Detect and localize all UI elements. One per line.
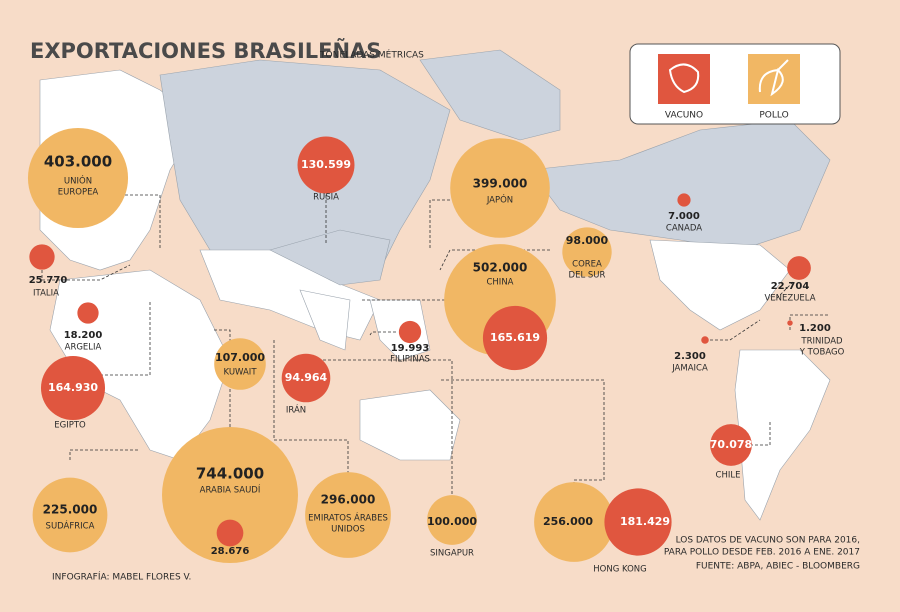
note: LOS DATOS DE VACUNO SON PARA 2016, bbox=[676, 536, 860, 546]
value-label: 18.200 bbox=[64, 330, 103, 341]
chicken-bubble bbox=[214, 338, 266, 390]
legend-swatch bbox=[748, 54, 800, 104]
beef-bubble bbox=[482, 305, 548, 371]
value-label: 256.000 bbox=[543, 515, 593, 528]
legend-swatch bbox=[658, 54, 710, 104]
chicken-bubble bbox=[534, 482, 614, 562]
beef-bubble bbox=[701, 336, 709, 344]
value-label: 22.704 bbox=[771, 281, 810, 292]
beef-bubble bbox=[29, 244, 55, 270]
country-name: UNIÓN bbox=[64, 175, 92, 187]
value-label: 296.000 bbox=[321, 493, 376, 507]
country-name: RUSIA bbox=[313, 193, 339, 203]
beef-bubble bbox=[604, 488, 672, 556]
chicken-bubble bbox=[27, 127, 129, 229]
value-label: 744.000 bbox=[196, 465, 264, 483]
country-name: HONG KONG bbox=[593, 565, 646, 575]
country-name: SUDÁFRICA bbox=[46, 520, 95, 532]
value-label: 2.300 bbox=[674, 351, 706, 362]
country-name: COREA bbox=[572, 260, 602, 270]
value-label: 403.000 bbox=[44, 153, 112, 171]
chicken-bubble bbox=[305, 472, 391, 558]
chicken-bubble bbox=[32, 477, 108, 553]
country-name: CHINA bbox=[486, 278, 513, 288]
value-label: 181.429 bbox=[620, 515, 670, 528]
legend: VACUNO POLLO bbox=[629, 43, 841, 125]
country-name: CHILE bbox=[716, 471, 741, 481]
country-name: SINGAPUR bbox=[430, 549, 474, 559]
chicken-bubble bbox=[162, 427, 298, 563]
value-label: 130.599 bbox=[301, 158, 351, 171]
beef-icon bbox=[668, 63, 700, 94]
beef-bubble bbox=[297, 136, 355, 194]
world-map bbox=[39, 49, 831, 521]
country-name: JAPÓN bbox=[486, 194, 513, 206]
beef-bubble bbox=[677, 193, 691, 207]
value-label: 107.000 bbox=[215, 351, 265, 364]
subtitle: TONELADAS MÉTRICAS bbox=[319, 49, 424, 61]
value-label: 100.000 bbox=[427, 515, 477, 528]
title: EXPORTACIONES BRASILEÑAS bbox=[30, 38, 381, 63]
country-name: DEL SUR bbox=[569, 271, 606, 281]
legend-label: VACUNO bbox=[665, 111, 703, 121]
value-label: 25.770 bbox=[29, 275, 68, 286]
value-label: 19.993 bbox=[391, 343, 430, 354]
country-name: UNIDOS bbox=[331, 525, 365, 535]
source: FUENTE: ABPA, ABIEC - BLOOMBERG bbox=[696, 562, 860, 572]
value-label: 94.964 bbox=[285, 371, 328, 384]
value-label: 7.000 bbox=[668, 211, 700, 222]
beef-bubble bbox=[281, 353, 331, 403]
chicken-icon bbox=[758, 59, 789, 97]
country-name: ARABIA SAUDÍ bbox=[200, 484, 261, 496]
country-name: EUROPEA bbox=[58, 188, 99, 198]
beef-bubble bbox=[787, 256, 811, 280]
country-name: FILIPINAS bbox=[390, 355, 430, 365]
country-name: IRÁN bbox=[286, 404, 306, 416]
beef-bubble bbox=[398, 320, 422, 344]
chicken-bubble bbox=[427, 495, 477, 545]
country-name: JAMAICA bbox=[671, 364, 708, 374]
country-name: KUWAIT bbox=[223, 368, 257, 378]
country-name: EGIPTO bbox=[54, 421, 86, 431]
credit: INFOGRAFÍA: MABEL FLORES V. bbox=[52, 571, 191, 583]
legend-label: POLLO bbox=[759, 111, 788, 121]
country-name: ITALIA bbox=[33, 289, 59, 299]
value-label: 225.000 bbox=[43, 503, 98, 517]
value-label: 502.000 bbox=[473, 261, 528, 275]
value-label: 164.930 bbox=[48, 381, 98, 394]
beef-bubble bbox=[77, 302, 99, 324]
country-name: EMIRATOS ÁRABES bbox=[308, 512, 388, 524]
country-name: TRINIDAD bbox=[800, 337, 843, 347]
beef-bubble bbox=[40, 355, 106, 421]
beef-bubble bbox=[216, 519, 244, 547]
chicken-bubble bbox=[450, 138, 550, 238]
country-name: ARGELIA bbox=[65, 343, 102, 353]
country-name: CANADA bbox=[666, 224, 702, 234]
value-label: 98.000 bbox=[566, 234, 609, 247]
value-label: 70.078 bbox=[710, 438, 752, 451]
value-label: 28.676 bbox=[211, 546, 250, 557]
country-name: VENEZUELA bbox=[764, 294, 815, 304]
country-name: Y TOBAGO bbox=[799, 348, 845, 358]
value-label: 399.000 bbox=[473, 177, 528, 191]
chicken-bubble bbox=[562, 227, 612, 277]
value-label: 1.200 bbox=[799, 323, 831, 334]
beef-bubble bbox=[787, 320, 793, 326]
beef-bubble bbox=[710, 424, 752, 466]
note: PARA POLLO DESDE FEB. 2016 A ENE. 2017 bbox=[664, 548, 860, 558]
value-label: 165.619 bbox=[490, 331, 540, 344]
